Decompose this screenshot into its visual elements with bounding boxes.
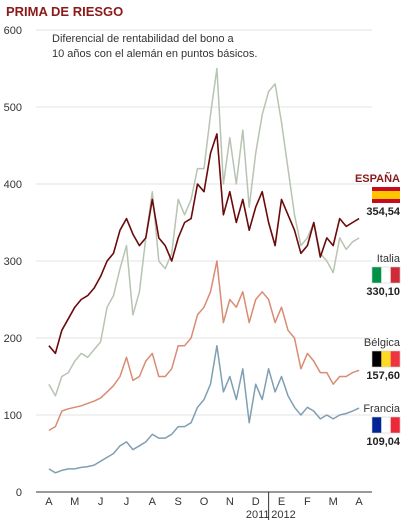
flag-italia-border bbox=[371, 266, 401, 284]
flag-francia-stripe bbox=[390, 417, 401, 433]
year-label: 2012 bbox=[271, 509, 295, 521]
y-tick-label: 400 bbox=[4, 179, 22, 191]
series-line-francia bbox=[48, 344, 360, 474]
series-value-espana: 354,54 bbox=[366, 206, 401, 218]
x-tick-label: J bbox=[98, 496, 104, 508]
series-name-espana: ESPAÑA bbox=[355, 172, 400, 185]
grid bbox=[36, 29, 372, 416]
y-axis: 0 100 200 300 400 500 600 bbox=[4, 25, 22, 499]
end-labels: ESPAÑA 354,54 Italia 330,10 Bélgica 157,60 Fra… bbox=[355, 172, 401, 448]
series-line-espana bbox=[48, 133, 360, 355]
x-tick-label: M bbox=[329, 496, 338, 508]
x-tick-label: D bbox=[252, 496, 260, 508]
x-tick-label: N bbox=[226, 496, 234, 508]
series-value-belgica: 157,60 bbox=[366, 370, 400, 382]
y-tick-label: 300 bbox=[4, 256, 22, 268]
flag-belgica-stripe bbox=[381, 351, 391, 367]
x-tick-label: O bbox=[200, 496, 209, 508]
series-value-francia: 109,04 bbox=[366, 436, 401, 448]
x-tick-label: A bbox=[45, 496, 53, 508]
x-tick-label: F bbox=[304, 496, 311, 508]
flag-francia-border bbox=[371, 416, 401, 434]
flag-belgica-stripe bbox=[390, 351, 401, 367]
year-label: 2011 bbox=[246, 509, 270, 521]
series-value-italia: 330,10 bbox=[366, 286, 400, 298]
y-tick-label: 600 bbox=[4, 25, 22, 37]
chart-title: PRIMA DE RIESGO bbox=[6, 4, 123, 19]
y-tick-label: 100 bbox=[4, 410, 22, 422]
series-name-belgica: Bélgica bbox=[364, 337, 401, 349]
flag-italia-stripe bbox=[390, 267, 401, 283]
chart-subtitle-line-2: 10 años con el alemán en puntos básicos. bbox=[52, 48, 257, 60]
x-tick-label: J bbox=[124, 496, 130, 508]
series-line-belgica bbox=[48, 260, 360, 432]
x-tick-label: M bbox=[70, 496, 79, 508]
flag-francia-stripe bbox=[381, 417, 391, 433]
flag-italia-stripe bbox=[381, 267, 391, 283]
x-tick-label: S bbox=[174, 496, 181, 508]
y-tick-label: 0 bbox=[16, 487, 22, 499]
x-axis: A M J J A S O N D E F M A 2011 2012 bbox=[45, 492, 363, 521]
flag-italia-stripe bbox=[372, 267, 382, 283]
series-name-italia: Italia bbox=[377, 253, 401, 265]
flag-belgica-border bbox=[371, 350, 401, 368]
y-tick-label: 500 bbox=[4, 102, 22, 114]
series bbox=[48, 67, 360, 474]
flag-francia-stripe bbox=[372, 417, 382, 433]
flag-spain-stripe bbox=[372, 191, 400, 199]
y-tick-label: 200 bbox=[4, 333, 22, 345]
flag-belgica-stripe bbox=[372, 351, 382, 367]
flag-spain-stripe bbox=[372, 199, 400, 203]
x-tick-label: E bbox=[278, 496, 285, 508]
chart-subtitle-line-1: Diferencial de rentabilidad del bono a bbox=[52, 33, 235, 45]
flag-spain-stripe bbox=[372, 187, 400, 191]
series-name-francia: Francia bbox=[363, 403, 401, 415]
x-tick-label: A bbox=[355, 496, 363, 508]
series-line-italia bbox=[48, 67, 360, 397]
x-tick-label: A bbox=[149, 496, 157, 508]
